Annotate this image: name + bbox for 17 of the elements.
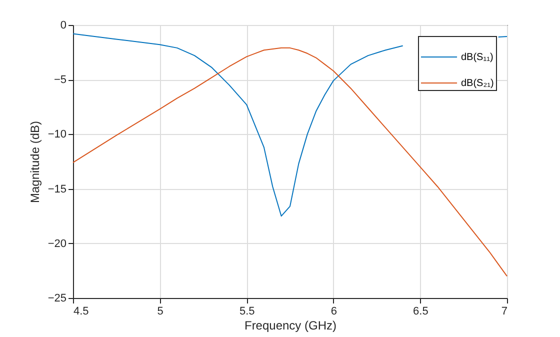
x-tick-label: 6 (330, 306, 337, 318)
x-tick-label: 5 (157, 306, 164, 318)
x-tick-label: 6.5 (413, 306, 428, 318)
y-tick-label: −25 (48, 292, 66, 304)
line-series (72, 47, 508, 277)
x-tick-label: 5.5 (239, 306, 255, 318)
legend-label: dB(S₂₁) (461, 78, 494, 89)
y-tick-label: −10 (48, 128, 66, 141)
x-tick-label: 4.5 (74, 306, 89, 318)
x-tick-label: 7 (501, 306, 508, 318)
y-tick-label: 0 (60, 20, 66, 32)
y-tick-label: −15 (48, 183, 66, 196)
y-tick-label: −5 (54, 74, 66, 86)
x-axis-title: Frequency (GHz) (244, 318, 337, 332)
legend-label: dB(S₁₁) (461, 52, 494, 63)
y-tick-label: −20 (48, 238, 66, 250)
y-axis-title: Magnitude (dB) (28, 120, 42, 204)
